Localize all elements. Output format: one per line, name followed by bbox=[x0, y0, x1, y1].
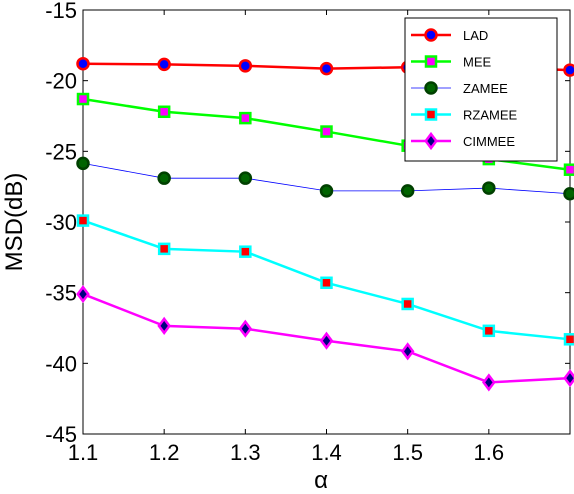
data-point-cimmee bbox=[482, 373, 496, 392]
data-point-rzamee bbox=[320, 276, 333, 290]
data-point-rzamee bbox=[401, 297, 414, 311]
legend-marker-zamee bbox=[424, 81, 438, 95]
data-point-mee bbox=[239, 111, 252, 125]
data-point-mee bbox=[157, 105, 171, 119]
y-tick-label: -35 bbox=[45, 281, 77, 306]
data-point-zamee bbox=[76, 156, 90, 171]
data-point-cimmee bbox=[400, 342, 415, 361]
data-point-cimmee bbox=[157, 316, 171, 335]
legend-marker-rzamee bbox=[424, 108, 438, 121]
legend-label-zamee: ZAMEE bbox=[463, 81, 508, 96]
y-tick-label: -45 bbox=[45, 422, 77, 447]
legend-marker-cimmee bbox=[424, 131, 438, 151]
legend-label-rzamee: RZAMEE bbox=[463, 108, 518, 123]
data-point-mee bbox=[563, 163, 574, 176]
data-point-rzamee bbox=[482, 324, 496, 338]
y-tick-label: -30 bbox=[45, 210, 77, 235]
legend-label-mee: MEE bbox=[463, 55, 492, 70]
data-point-zamee bbox=[238, 171, 253, 185]
x-tick-label: 1.6 bbox=[474, 440, 505, 465]
data-point-mee bbox=[76, 92, 90, 106]
axis-ticks: -15 -20 -25 -30 -35 -40 -451.1 1.2 1.3 1.4 1.5 1.6 bbox=[45, 0, 570, 465]
legend-marker-lad bbox=[424, 28, 438, 42]
legend: LAD MEE ZAMEE RZAMEE CIMMEE bbox=[404, 17, 558, 162]
data-point-zamee bbox=[400, 184, 415, 198]
data-point-rzamee bbox=[239, 245, 252, 258]
data-point-rzamee bbox=[563, 333, 574, 346]
x-tick-label: 1.1 bbox=[68, 440, 99, 465]
data-point-lad bbox=[238, 59, 253, 73]
data-point-mee bbox=[320, 125, 333, 138]
data-point-lad bbox=[319, 61, 334, 76]
data-point-rzamee bbox=[157, 242, 171, 256]
x-tick-label: 1.4 bbox=[311, 440, 342, 465]
y-tick-label: -40 bbox=[45, 351, 77, 376]
data-point-lad bbox=[76, 56, 90, 71]
y-axis-label: MSD(dB) bbox=[1, 173, 28, 272]
y-tick-label: -25 bbox=[45, 139, 77, 164]
x-tick-label: 1.2 bbox=[149, 440, 180, 465]
data-point-cimmee bbox=[319, 331, 334, 350]
data-point-rzamee bbox=[76, 214, 90, 227]
data-point-zamee bbox=[319, 184, 334, 198]
data-point-cimmee bbox=[238, 319, 253, 338]
x-tick-label: 1.3 bbox=[230, 440, 261, 465]
y-tick-label: -15 bbox=[45, 0, 77, 23]
data-point-zamee bbox=[563, 186, 574, 201]
data-point-zamee bbox=[482, 181, 496, 195]
legend-label-lad: LAD bbox=[463, 28, 488, 43]
x-axis-label: α bbox=[314, 467, 328, 494]
x-tick-label: 1.5 bbox=[392, 440, 423, 465]
data-point-cimmee bbox=[76, 284, 90, 304]
legend-marker-mee bbox=[424, 55, 438, 68]
data-point-zamee bbox=[157, 171, 171, 185]
series-markers bbox=[76, 56, 574, 392]
legend-label-cimmee: CIMMEE bbox=[463, 134, 515, 149]
data-point-lad bbox=[157, 57, 171, 72]
y-tick-label: -20 bbox=[45, 69, 77, 94]
data-point-lad bbox=[563, 63, 574, 77]
